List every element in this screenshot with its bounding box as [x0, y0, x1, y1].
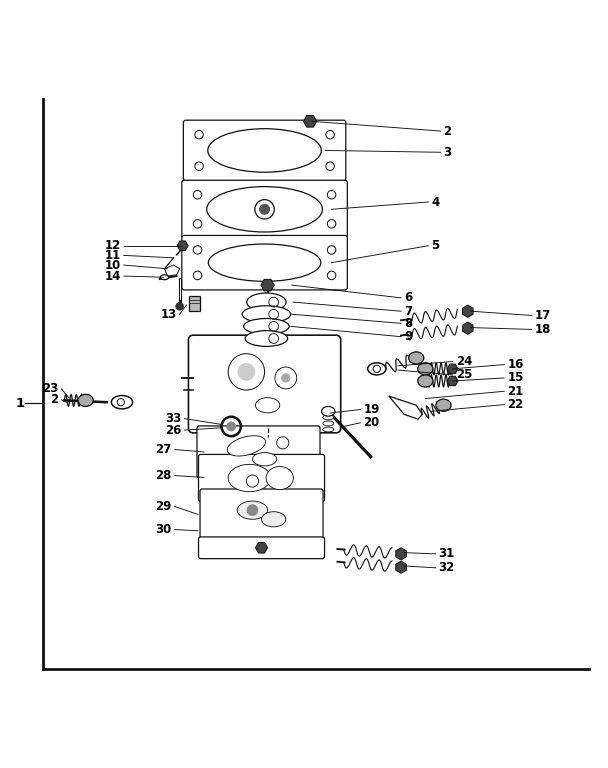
Text: 17: 17	[534, 309, 551, 322]
Ellipse shape	[418, 375, 433, 387]
Text: 30: 30	[156, 523, 171, 536]
Text: 5: 5	[432, 239, 440, 252]
Polygon shape	[389, 396, 423, 419]
FancyBboxPatch shape	[182, 180, 347, 238]
Text: 4: 4	[432, 196, 440, 209]
Ellipse shape	[245, 330, 288, 346]
Text: 9: 9	[404, 330, 412, 343]
Polygon shape	[447, 364, 458, 373]
Ellipse shape	[322, 406, 335, 416]
Ellipse shape	[252, 452, 277, 466]
Ellipse shape	[209, 244, 321, 281]
Text: 2: 2	[443, 124, 452, 137]
Bar	[188, 296, 199, 311]
Text: 23: 23	[42, 382, 58, 396]
Ellipse shape	[266, 466, 294, 489]
Ellipse shape	[255, 398, 280, 413]
Text: 14: 14	[105, 270, 121, 283]
Text: 28: 28	[156, 469, 171, 482]
Text: 2: 2	[50, 393, 58, 406]
Ellipse shape	[323, 415, 334, 420]
Polygon shape	[396, 548, 406, 560]
Ellipse shape	[244, 319, 289, 334]
Text: 33: 33	[165, 412, 181, 425]
FancyBboxPatch shape	[197, 426, 320, 478]
Ellipse shape	[111, 396, 133, 409]
Text: 26: 26	[165, 424, 181, 436]
FancyBboxPatch shape	[198, 455, 325, 502]
Polygon shape	[177, 241, 188, 250]
Text: 16: 16	[507, 358, 523, 371]
Polygon shape	[165, 265, 179, 276]
Ellipse shape	[418, 362, 433, 375]
Ellipse shape	[368, 362, 386, 375]
Circle shape	[227, 422, 235, 431]
Circle shape	[176, 303, 183, 310]
FancyBboxPatch shape	[184, 120, 346, 180]
Text: 15: 15	[507, 372, 523, 385]
Ellipse shape	[323, 427, 334, 432]
Ellipse shape	[323, 409, 334, 414]
Polygon shape	[255, 542, 268, 553]
Ellipse shape	[409, 352, 424, 364]
Ellipse shape	[227, 435, 266, 456]
Polygon shape	[463, 322, 473, 334]
Circle shape	[282, 374, 290, 382]
Text: 19: 19	[364, 403, 380, 416]
Ellipse shape	[242, 306, 291, 323]
Text: 32: 32	[438, 561, 455, 574]
Text: 21: 21	[507, 385, 523, 398]
Polygon shape	[303, 115, 317, 127]
Text: 11: 11	[105, 249, 121, 262]
Circle shape	[260, 204, 269, 214]
Text: 20: 20	[364, 416, 380, 429]
Ellipse shape	[228, 465, 271, 492]
Ellipse shape	[323, 421, 334, 426]
Circle shape	[247, 505, 258, 515]
Ellipse shape	[161, 275, 169, 280]
Text: 24: 24	[455, 355, 472, 368]
FancyBboxPatch shape	[198, 537, 325, 558]
Text: 25: 25	[455, 369, 472, 382]
Ellipse shape	[78, 394, 93, 406]
Ellipse shape	[247, 293, 286, 311]
Text: 8: 8	[404, 317, 412, 329]
Polygon shape	[261, 280, 274, 291]
Text: 22: 22	[507, 398, 523, 411]
Text: 29: 29	[156, 500, 171, 513]
Ellipse shape	[208, 129, 322, 172]
Text: 1: 1	[16, 397, 25, 410]
Ellipse shape	[436, 399, 451, 412]
Ellipse shape	[207, 187, 322, 232]
Text: 31: 31	[438, 548, 455, 561]
Text: 18: 18	[534, 323, 551, 336]
Polygon shape	[447, 376, 458, 386]
FancyBboxPatch shape	[188, 335, 340, 433]
Polygon shape	[396, 561, 406, 573]
FancyBboxPatch shape	[182, 236, 347, 290]
Text: 6: 6	[404, 291, 412, 304]
Circle shape	[238, 363, 255, 380]
FancyBboxPatch shape	[200, 489, 323, 544]
Text: 7: 7	[404, 305, 412, 318]
Ellipse shape	[237, 501, 268, 519]
Ellipse shape	[261, 511, 286, 527]
Text: 27: 27	[156, 443, 171, 456]
Polygon shape	[463, 305, 473, 317]
Text: 3: 3	[443, 146, 452, 159]
Text: 13: 13	[161, 308, 176, 321]
Text: 12: 12	[105, 239, 121, 252]
Text: 10: 10	[105, 259, 121, 272]
